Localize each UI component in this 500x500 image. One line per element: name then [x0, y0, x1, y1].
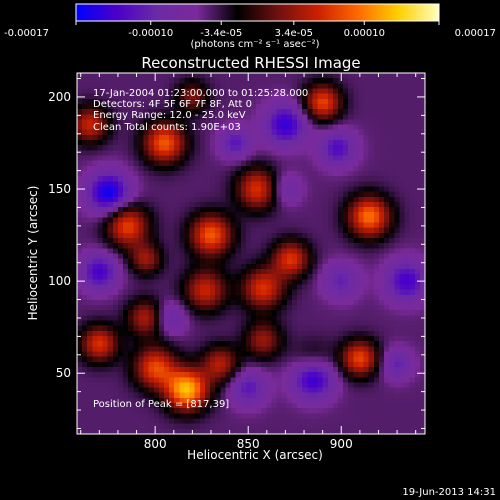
x-axis-label: Heliocentric X (arcsec) [187, 448, 323, 462]
colorbar-tick-label: -3.4e-05 [200, 28, 242, 39]
y-tick-label: 150 [48, 182, 71, 196]
heatmap-image [77, 73, 425, 434]
colorbar-tick-label: 3.4e-05 [275, 28, 313, 39]
y-tick-label: 100 [48, 274, 71, 288]
y-axis-label: Heliocentric Y (arcsec) [26, 186, 40, 321]
annotation-time-range: 17-Jan-2004 01:23:00.000 to 01:25:28.000 [93, 88, 308, 99]
axis-ticks: 800 850 900 50 100 150 200 [48, 73, 425, 451]
x-tick-label: 800 [144, 437, 167, 451]
chart-title: Reconstructed RHESSI Image [141, 54, 360, 72]
colorbar: -0.00017 -0.00010 -3.4e-05 3.4e-05 0.00010 0.… [4, 3, 496, 50]
colorbar-unit-label: (photons cm⁻² s⁻¹ asec⁻²) [190, 39, 319, 50]
x-tick-label: 850 [237, 437, 260, 451]
footer-date: 19-Jun-2013 14:31 [402, 487, 496, 498]
colorbar-tick-label: -0.00017 [4, 28, 49, 39]
y-tick-label: 50 [56, 366, 71, 380]
colorbar-gradient [75, 3, 440, 22]
colorbar-tick-label: 0.00010 [344, 28, 385, 39]
plot-frame [76, 72, 426, 435]
colorbar-ticks: -0.00017 -0.00010 -3.4e-05 3.4e-05 0.00010 0.… [4, 21, 496, 39]
image-plot-area: 800 850 900 50 100 150 200 [48, 72, 426, 451]
annotation-energy-range: Energy Range: 12.0 - 25.0 keV [93, 110, 246, 121]
annotation-detectors: Detectors: 4F 5F 6F 7F 8F, Att 0 [93, 99, 252, 110]
x-tick-label: 900 [330, 437, 353, 451]
y-tick-label: 200 [48, 90, 71, 104]
annotation-clean-counts: Clean Total counts: 1.90E+03 [93, 122, 241, 133]
colorbar-tick-label: 0.00017 [455, 28, 496, 39]
peak-position-label: Position of Peak = [817,39] [93, 399, 229, 410]
annotation-block: 17-Jan-2004 01:23:00.000 to 01:25:28.000… [93, 88, 308, 133]
colorbar-tick-label: -0.00010 [128, 28, 173, 39]
